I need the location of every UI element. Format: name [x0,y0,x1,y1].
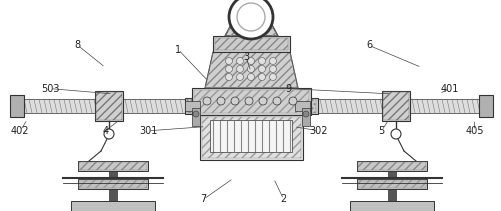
Bar [357,180,425,188]
Bar [381,91,409,121]
Bar [187,99,315,113]
Circle shape [225,65,232,73]
Bar [109,171,117,209]
Text: 1: 1 [175,45,181,55]
Bar [78,161,148,171]
Circle shape [269,58,276,65]
Bar [96,92,122,120]
Bar [214,38,288,50]
Text: 8: 8 [75,40,81,50]
Circle shape [230,97,238,105]
Circle shape [273,97,281,105]
Circle shape [228,0,273,39]
Bar [199,115,303,160]
Text: 402: 402 [11,126,29,136]
Circle shape [269,73,276,81]
Text: 2: 2 [280,194,286,204]
Bar [212,36,290,52]
Polygon shape [224,12,278,36]
Circle shape [236,73,243,81]
Circle shape [247,58,254,65]
Circle shape [269,65,276,73]
Text: 9: 9 [285,84,291,94]
Bar [10,95,24,117]
Bar [302,108,310,126]
Circle shape [258,65,265,73]
Bar [78,179,148,189]
Bar [317,99,381,113]
Circle shape [216,97,224,105]
Bar [209,120,292,152]
Circle shape [289,97,297,105]
Bar [123,99,185,113]
Text: 3: 3 [242,52,248,62]
Bar [409,99,491,113]
Circle shape [225,73,232,81]
Text: 302: 302 [309,126,327,136]
Bar [357,162,425,170]
Text: 405: 405 [464,126,482,136]
Bar [478,95,492,117]
Bar [12,99,95,113]
Bar [71,201,155,211]
Text: 7: 7 [200,194,206,204]
Circle shape [104,129,114,139]
Circle shape [192,111,198,117]
Circle shape [303,111,309,117]
Circle shape [247,65,254,73]
Circle shape [202,97,210,105]
Bar [387,171,395,209]
Text: 4: 4 [102,126,108,136]
Circle shape [247,73,254,81]
Bar [185,101,199,111]
Bar [356,179,426,189]
Circle shape [225,58,232,65]
Text: 301: 301 [139,126,157,136]
Circle shape [236,58,243,65]
Bar [349,201,433,211]
Bar [193,90,309,113]
Bar [95,91,123,121]
Circle shape [258,58,265,65]
Text: 401: 401 [439,84,457,94]
Text: 5: 5 [378,126,384,136]
Circle shape [236,65,243,73]
Bar [382,92,408,120]
Bar [185,98,317,114]
Polygon shape [204,52,298,88]
Bar [79,180,147,188]
Bar [295,101,310,111]
Circle shape [244,97,253,105]
Text: 503: 503 [41,84,59,94]
Bar [201,117,301,158]
Text: 6: 6 [365,40,371,50]
Bar [356,161,426,171]
Circle shape [259,97,267,105]
Circle shape [390,129,400,139]
Bar [191,88,311,115]
Bar [191,108,199,126]
Circle shape [258,73,265,81]
Bar [79,162,147,170]
Circle shape [236,3,265,31]
